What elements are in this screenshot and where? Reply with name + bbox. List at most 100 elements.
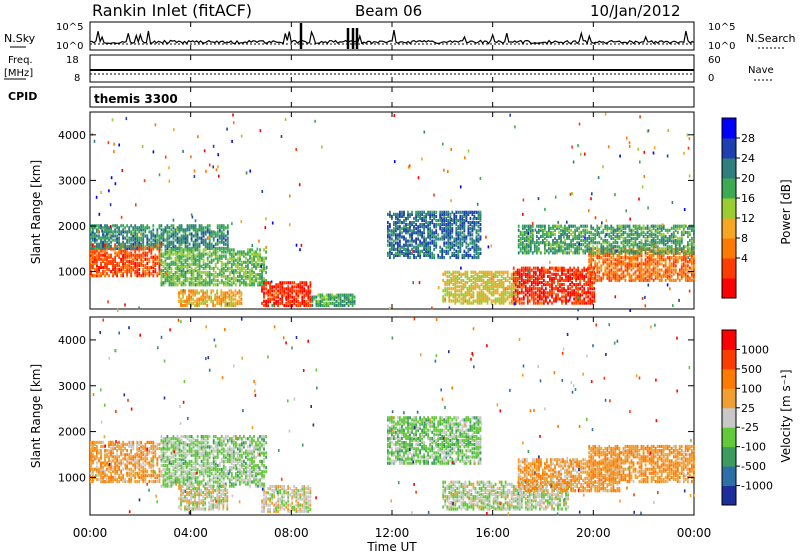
power-cell [287, 303, 290, 307]
power-cell [687, 268, 689, 272]
power-cell [174, 230, 177, 234]
power-cell [198, 242, 201, 246]
power-cell [180, 283, 183, 287]
power-cell [616, 224, 619, 228]
power-cell [120, 274, 122, 278]
power-cell [670, 274, 673, 278]
power-cell [174, 283, 177, 287]
power-cell [458, 272, 461, 276]
power-cell [442, 289, 445, 293]
power-cell [504, 270, 507, 274]
power-cell [564, 247, 566, 251]
power-cell [563, 283, 565, 287]
power-cell [226, 279, 229, 283]
power-cell [624, 224, 627, 228]
power-cell [565, 268, 567, 272]
power-cell [96, 249, 98, 253]
power-cell [243, 283, 245, 287]
power-cell [421, 212, 423, 216]
power-cell [546, 249, 548, 253]
power-cell [521, 247, 524, 251]
power-cell [463, 253, 466, 257]
power-cell [403, 210, 405, 214]
power-cell [184, 260, 187, 264]
power-cell [164, 266, 167, 270]
power-cell [527, 231, 530, 235]
power-cell [419, 253, 421, 257]
power-cell [395, 216, 397, 221]
power-cell [140, 261, 143, 265]
power-cell [480, 299, 483, 303]
power-cell [652, 236, 655, 241]
power-cell [460, 301, 463, 305]
power-cell [429, 227, 431, 231]
power-cell [632, 266, 635, 270]
power-cell [684, 245, 687, 249]
power-cell [138, 272, 141, 276]
power-cell [269, 297, 271, 301]
power-cell [644, 249, 647, 253]
power-cell [106, 261, 108, 265]
power-cell [666, 228, 669, 232]
power-cell [537, 276, 539, 281]
power-cell [188, 268, 191, 273]
power-cell [431, 239, 434, 243]
power-cell [204, 281, 207, 285]
power-cell [166, 226, 169, 230]
power-cell [628, 254, 631, 258]
power-cell [226, 281, 229, 285]
power-cell [519, 239, 522, 243]
power-cell [549, 293, 551, 297]
power-cell [178, 230, 181, 234]
power-cell [124, 236, 126, 240]
power-cell [680, 274, 683, 278]
power-cell [466, 274, 469, 278]
power-cell [182, 303, 184, 307]
power-cell [461, 227, 464, 231]
power-cell [190, 234, 193, 238]
power-cell [506, 270, 509, 274]
power-cell [196, 268, 199, 273]
power-cell [572, 243, 574, 247]
power-cell [176, 232, 179, 236]
power-cell [475, 243, 478, 247]
power-cell [134, 240, 137, 244]
power-cell [523, 245, 526, 249]
power-cell [646, 243, 649, 247]
power-cell [130, 255, 133, 259]
power-cell [104, 243, 106, 247]
power-cell [608, 264, 611, 268]
power-cell [104, 230, 106, 234]
power-cell [265, 281, 267, 285]
power-cell [670, 256, 673, 260]
power-cell [180, 256, 183, 260]
power-cell [202, 279, 205, 283]
power-cell [220, 256, 223, 260]
power-cell [559, 283, 561, 287]
power-cell [156, 246, 159, 250]
power-cell [277, 283, 279, 287]
power-cell [273, 295, 275, 299]
power-cell [687, 245, 689, 249]
power-cell [468, 291, 471, 295]
power-cell [541, 301, 543, 305]
power-cell [206, 289, 209, 293]
power-cell [652, 226, 655, 230]
nave-tick-top: 60 [708, 55, 721, 66]
power-cell [543, 274, 545, 278]
power-cell [146, 265, 149, 270]
power-cell [164, 230, 167, 234]
power-cell [230, 264, 233, 268]
power-cell [632, 224, 635, 228]
power-cell [152, 224, 155, 228]
power-cell [591, 276, 594, 281]
power-cell [403, 221, 405, 225]
power-cell [650, 241, 653, 245]
power-cell [289, 287, 292, 291]
power-cell [461, 235, 464, 239]
power-cell [231, 271, 234, 274]
power-cell [472, 293, 475, 297]
power-cell [596, 256, 599, 260]
power-cell [124, 255, 126, 259]
power-cell [240, 291, 243, 295]
